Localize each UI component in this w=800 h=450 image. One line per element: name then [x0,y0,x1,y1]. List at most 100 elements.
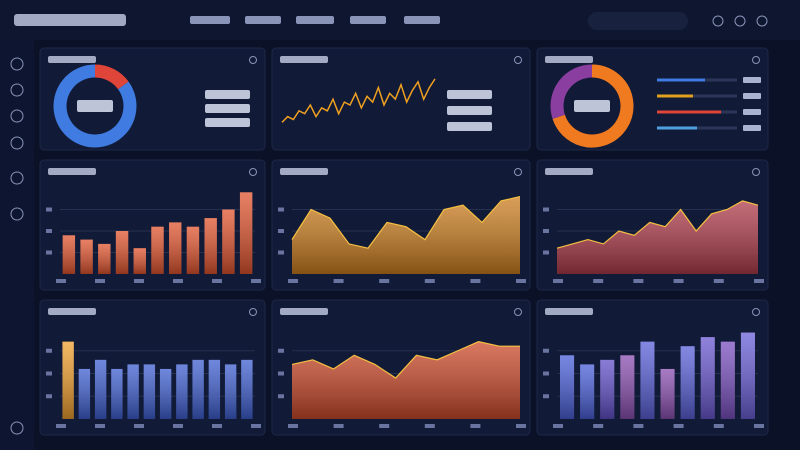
bar-shade [143,364,156,419]
nav-item[interactable] [245,16,281,24]
bar-shade [169,222,182,274]
tick-placeholder [543,394,549,399]
area-shade [292,196,520,274]
bar-shade [127,364,139,419]
x-tick-placeholder [95,279,105,283]
tick-placeholder [46,250,52,255]
panel-icon [752,56,760,64]
sidebar-icon[interactable] [10,109,24,123]
sidebar [0,40,34,450]
h-bar [657,126,697,130]
text-placeholder [447,90,492,99]
bar-shade [600,359,615,419]
panel [271,47,531,151]
x-tick-placeholder [173,424,183,428]
panel-icon [249,168,257,176]
panel-icon [514,308,522,316]
bar-shade [62,341,74,419]
tick-placeholder [278,207,284,212]
tick-placeholder [278,371,284,376]
tick-placeholder [46,348,52,353]
panel-title [545,308,593,315]
sidebar-icon[interactable] [10,421,24,435]
panel-title [545,56,593,63]
x-tick-placeholder [633,279,644,283]
icon[interactable] [734,15,746,27]
sidebar-icon[interactable] [10,136,24,150]
bar-shade [115,231,129,274]
panel-icon [752,168,760,176]
panel-icon [752,308,760,316]
h-bar [657,110,721,114]
bar-shade [700,337,715,419]
x-tick-placeholder [288,279,298,283]
x-tick-placeholder [516,424,526,428]
x-tick-placeholder [379,424,390,428]
h-bar [657,78,705,82]
panel-title [545,168,593,175]
bar-shade [204,218,217,274]
bar-shade [720,341,735,419]
bar-shade [192,359,204,419]
tick-placeholder [46,207,52,212]
area-shade [292,341,520,419]
panel-icon [249,308,257,316]
search[interactable] [588,12,688,30]
x-tick-placeholder [593,424,604,428]
tick-placeholder [543,207,549,212]
nav-item[interactable] [404,16,440,24]
x-tick-placeholder [424,424,435,428]
bar-shade [620,355,635,419]
tick-placeholder [46,229,52,233]
x-tick-placeholder [553,279,563,283]
x-tick-placeholder [251,424,261,428]
text-placeholder [205,90,250,99]
bar-shade [133,248,146,274]
sidebar-icon[interactable] [10,57,24,71]
panel-title [48,168,96,175]
x-tick-placeholder [251,279,261,283]
donut-segment [550,64,593,119]
x-tick-placeholder [470,424,481,428]
h-bar [657,94,693,98]
line [281,78,436,123]
bar-shade [80,239,93,274]
x-tick-placeholder [212,424,222,428]
x-tick-placeholder [333,424,344,428]
sidebar-icon[interactable] [10,83,24,97]
text-placeholder [743,109,761,115]
panel-icon [249,56,257,64]
x-tick-placeholder [173,279,183,283]
sidebar-icon[interactable] [10,207,24,221]
icon[interactable] [712,15,724,27]
x-tick-placeholder [713,279,724,283]
text-placeholder [743,93,761,99]
nav-item[interactable] [350,16,386,24]
nav-item[interactable] [296,16,334,24]
panel-title [280,56,328,63]
text-placeholder [205,104,250,113]
x-tick-placeholder [212,279,222,283]
x-tick-placeholder [713,424,724,428]
donut-segment [552,64,634,148]
x-tick-placeholder [754,424,764,428]
bar-shade [186,226,200,274]
x-tick-placeholder [553,424,563,428]
nav-item[interactable] [190,16,230,24]
area-edge [556,200,759,249]
bar-shade [208,359,221,419]
icon[interactable] [756,15,768,27]
tick-placeholder [543,371,549,376]
x-tick-placeholder [95,424,105,428]
donut-segment [53,64,137,148]
bar-shade [222,209,235,274]
x-tick-placeholder [424,279,435,283]
area-edge [291,196,521,249]
bar-shade [62,235,76,274]
panel-icon [514,168,522,176]
sidebar-icon[interactable] [10,171,24,185]
bar-shade [78,368,91,419]
logo[interactable] [14,14,126,26]
x-tick-placeholder [673,424,684,428]
